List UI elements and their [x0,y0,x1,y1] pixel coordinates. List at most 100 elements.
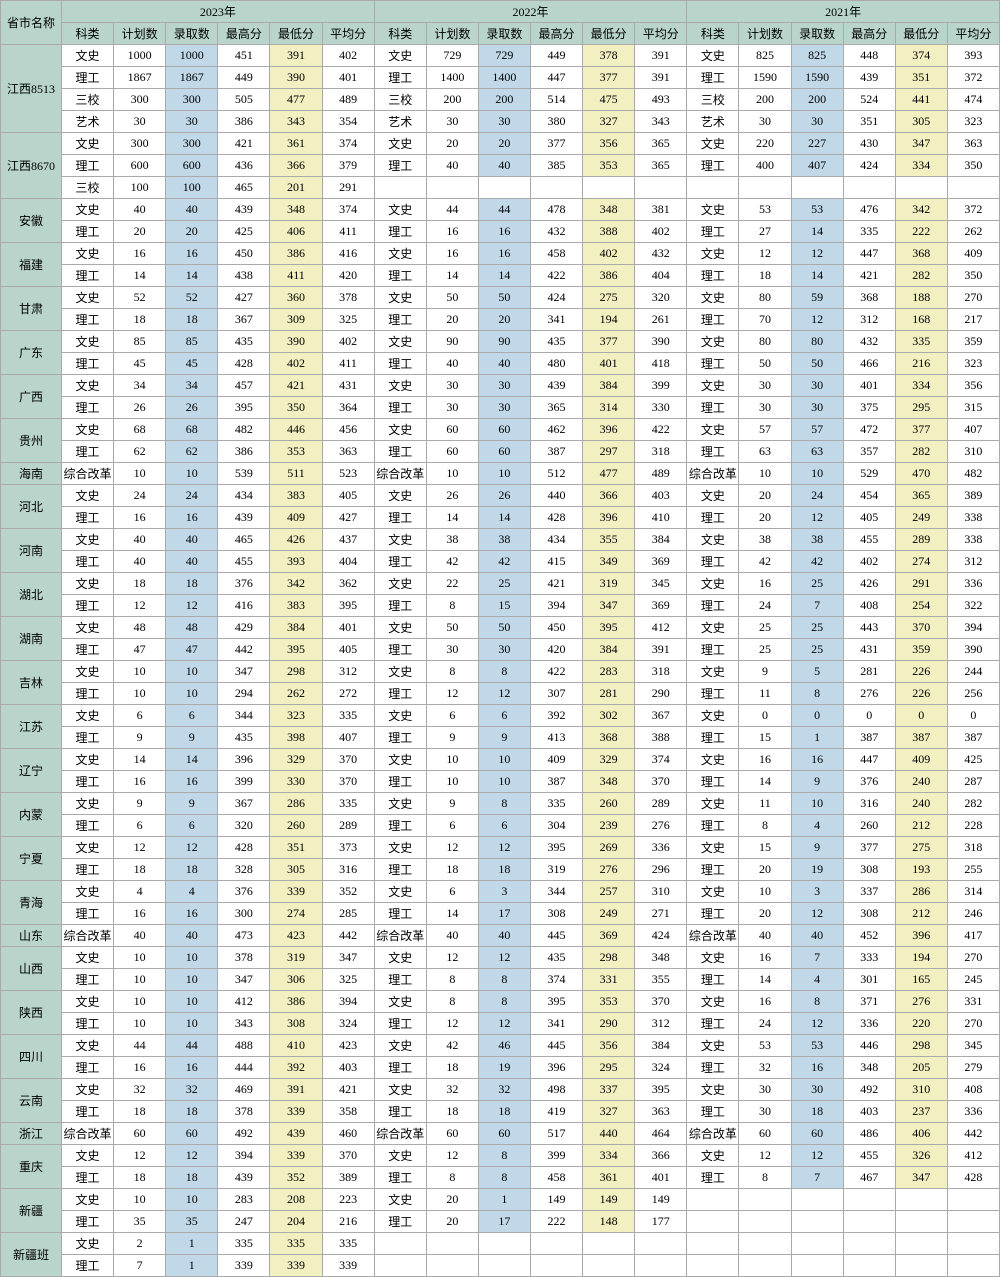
subject-cell: 综合改革 [374,1123,426,1145]
data-cell: 40 [114,199,166,221]
data-cell: 16 [426,243,478,265]
data-cell: 1 [166,1233,218,1255]
data-cell: 427 [218,287,270,309]
data-cell: 400 [739,155,791,177]
data-cell: 30 [739,1101,791,1123]
subject-cell: 理工 [687,1013,739,1035]
col-header: 计划数 [739,23,791,45]
subject-cell: 综合改革 [374,463,426,485]
subject-cell: 文史 [687,287,739,309]
data-cell: 406 [895,1123,947,1145]
data-cell: 290 [583,1013,635,1035]
data-cell: 470 [895,463,947,485]
data-cell [739,1211,791,1233]
data-cell: 348 [635,947,687,969]
data-cell: 4 [791,815,843,837]
data-cell: 12 [166,837,218,859]
data-cell: 377 [895,419,947,441]
data-cell: 18 [114,859,166,881]
data-cell: 445 [530,1035,582,1057]
data-cell [426,177,478,199]
data-cell: 20 [426,1211,478,1233]
subject-cell: 理工 [687,221,739,243]
subject-cell: 文史 [374,1189,426,1211]
data-cell: 18 [426,859,478,881]
subject-cell: 文史 [687,991,739,1013]
data-cell: 208 [270,1189,322,1211]
data-cell: 282 [895,265,947,287]
subject-cell: 文史 [374,947,426,969]
data-cell: 315 [947,397,999,419]
data-cell: 336 [947,1101,999,1123]
data-cell: 390 [270,67,322,89]
subject-cell: 文史 [687,1145,739,1167]
data-cell: 320 [635,287,687,309]
data-cell: 8 [478,1145,530,1167]
data-cell: 358 [322,1101,374,1123]
data-cell: 318 [947,837,999,859]
year-header: 2021年 [687,1,1000,23]
data-cell: 419 [530,1101,582,1123]
data-cell: 473 [218,925,270,947]
data-cell: 439 [218,1167,270,1189]
data-cell: 240 [895,793,947,815]
data-cell: 387 [530,771,582,793]
subject-cell: 理工 [687,639,739,661]
subject-cell: 文史 [62,331,114,353]
data-cell: 488 [218,1035,270,1057]
data-cell: 335 [218,1233,270,1255]
data-cell: 386 [583,265,635,287]
col-header: 最低分 [583,23,635,45]
data-cell: 85 [166,331,218,353]
subject-cell: 文史 [687,793,739,815]
subject-cell: 文史 [374,991,426,1013]
data-cell: 338 [947,529,999,551]
data-cell: 10 [739,881,791,903]
data-cell: 445 [530,925,582,947]
data-cell: 228 [947,815,999,837]
data-cell: 402 [583,243,635,265]
subject-cell: 理工 [687,441,739,463]
data-cell: 384 [635,1035,687,1057]
data-cell: 44 [114,1035,166,1057]
data-cell: 85 [114,331,166,353]
data-cell: 14 [166,265,218,287]
data-cell: 498 [530,1079,582,1101]
data-cell: 53 [739,199,791,221]
data-cell: 16 [166,507,218,529]
data-cell: 365 [635,133,687,155]
data-cell: 10 [166,969,218,991]
data-cell: 336 [843,1013,895,1035]
data-cell: 322 [947,595,999,617]
data-cell: 12 [478,947,530,969]
data-cell: 4 [791,969,843,991]
subject-cell [374,177,426,199]
subject-cell: 文史 [62,661,114,683]
data-cell: 300 [218,903,270,925]
data-cell [739,1189,791,1211]
subject-cell: 理工 [374,397,426,419]
subject-cell [374,1233,426,1255]
data-cell: 17 [478,1211,530,1233]
data-cell: 14 [739,969,791,991]
data-cell: 285 [322,903,374,925]
subject-cell: 理工 [62,1057,114,1079]
data-cell: 363 [947,133,999,155]
subject-cell: 理工 [62,353,114,375]
data-cell: 387 [530,441,582,463]
subject-cell: 理工 [687,771,739,793]
data-cell: 38 [426,529,478,551]
data-cell: 14 [478,507,530,529]
data-cell: 423 [270,925,322,947]
data-cell: 52 [114,287,166,309]
data-cell: 256 [947,683,999,705]
data-cell: 395 [270,639,322,661]
province-cell: 浙江 [1,1123,62,1145]
data-cell: 428 [530,507,582,529]
data-cell: 289 [895,529,947,551]
data-cell [895,1233,947,1255]
data-cell: 351 [270,837,322,859]
subject-cell [687,1255,739,1277]
data-cell: 456 [322,419,374,441]
data-cell: 415 [530,551,582,573]
